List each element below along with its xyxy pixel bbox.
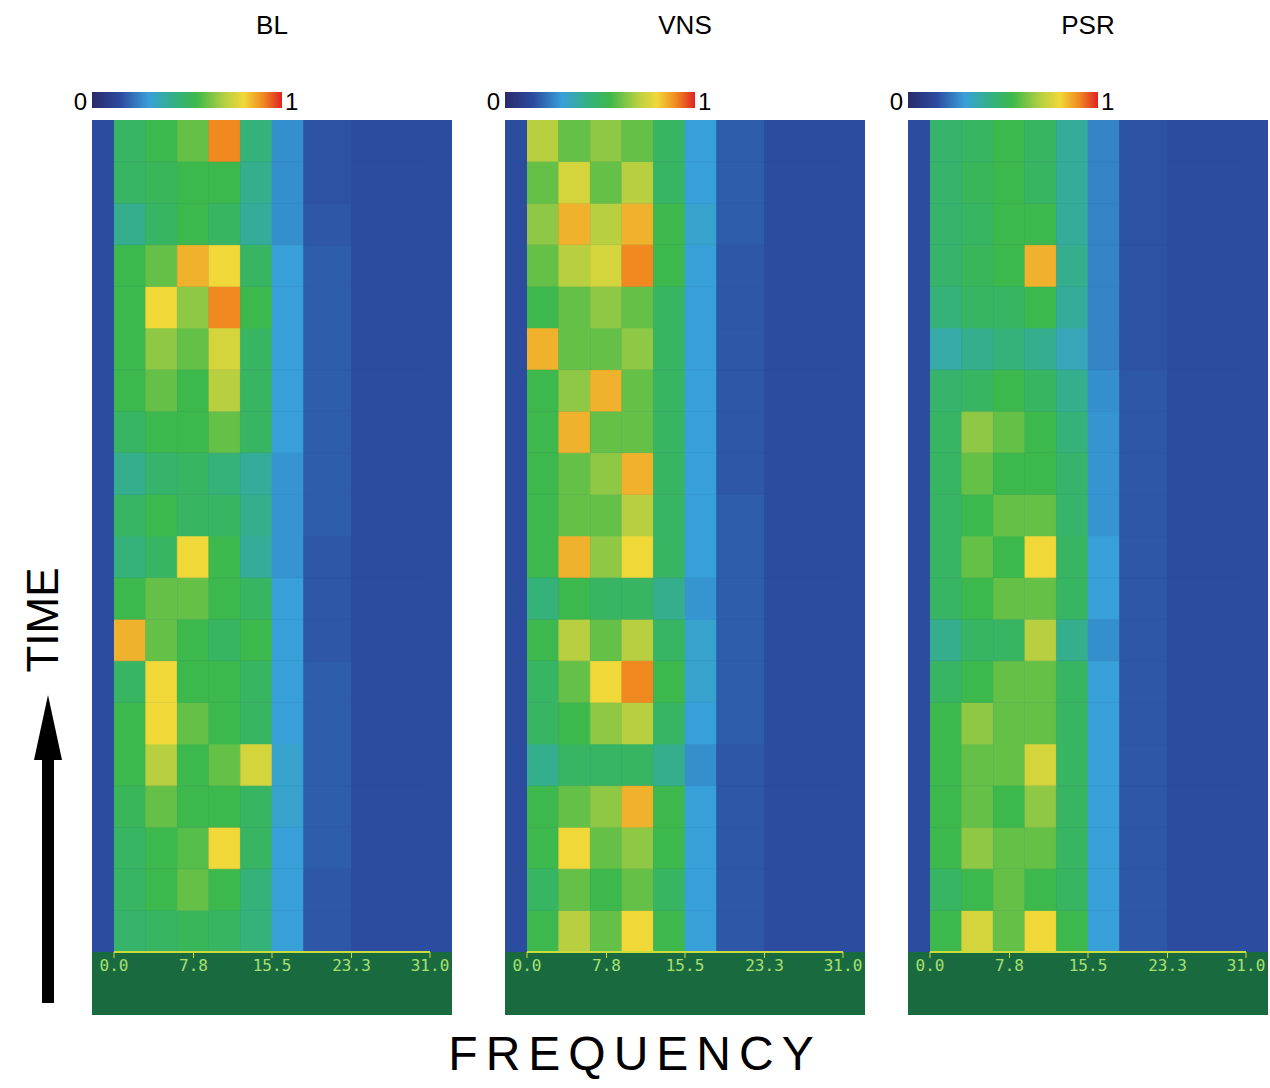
svg-text:1: 1: [285, 88, 298, 115]
svg-text:23.3: 23.3: [332, 956, 371, 975]
html-text:VNS: VNS: [658, 10, 712, 40]
svg-text:0: 0: [487, 88, 500, 115]
svg-text:7.8: 7.8: [179, 956, 208, 975]
svg-text:TIME: TIME: [18, 567, 67, 672]
svg-text:0: 0: [74, 88, 87, 115]
html-text:FREQUENCY: FREQUENCY: [448, 1027, 822, 1080]
svg-text:1: 1: [1101, 88, 1114, 115]
svg-text:31.0: 31.0: [411, 956, 450, 975]
svg-text:31.0: 31.0: [824, 956, 863, 975]
svg-text:0.0: 0.0: [916, 956, 945, 975]
svg-text:0.0: 0.0: [513, 956, 542, 975]
svg-text:0.0: 0.0: [100, 956, 129, 975]
svg-text:0: 0: [890, 88, 903, 115]
svg-text:1: 1: [698, 88, 711, 115]
svg-text:7.8: 7.8: [995, 956, 1024, 975]
html-text:BL: BL: [256, 10, 288, 40]
svg-text:23.3: 23.3: [1148, 956, 1187, 975]
svg-text:15.5: 15.5: [1069, 956, 1108, 975]
svg-text:31.0: 31.0: [1227, 956, 1266, 975]
svg-text:7.8: 7.8: [592, 956, 621, 975]
svg-text:23.3: 23.3: [745, 956, 784, 975]
html-text:PSR: PSR: [1061, 10, 1115, 40]
svg-text:15.5: 15.5: [253, 956, 292, 975]
svg-text:15.5: 15.5: [666, 956, 705, 975]
